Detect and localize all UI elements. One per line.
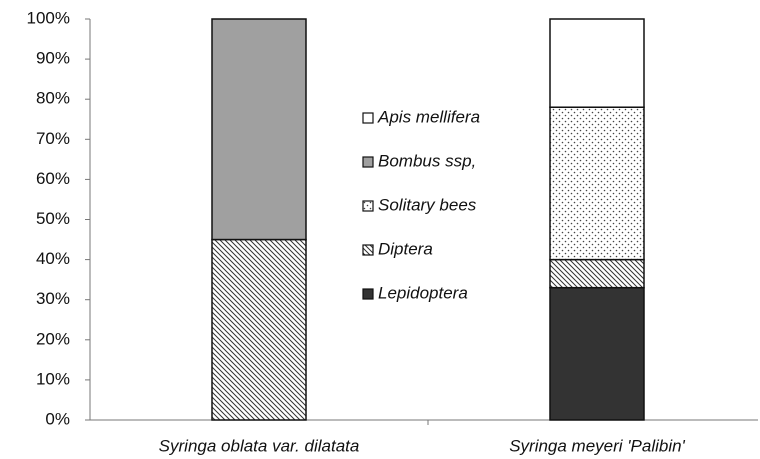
y-tick-label: 10% [36,369,70,388]
bar-segment [211,238,307,421]
legend-label: Bombus ssp, [378,151,476,170]
y-tick-label: 40% [36,249,70,268]
legend-label: Apis mellifera [377,107,480,126]
y-tick-label: 20% [36,329,70,348]
bar-segment [211,18,307,241]
legend-label: Lepidoptera [378,283,468,302]
bar-segment [549,18,645,108]
legend-label: Diptera [378,239,433,258]
bar-segment [549,106,645,261]
legend-swatch [362,288,374,300]
y-tick-label: 90% [36,49,70,68]
bar-segment [549,258,645,289]
legend-swatch [362,200,374,212]
legend-swatch [362,156,374,168]
y-tick-label: 50% [36,209,70,228]
y-tick-label: 0% [45,409,70,428]
legend-swatch [362,112,374,124]
x-tick-label: Syringa meyeri 'Palibin' [509,436,685,455]
x-tick-label: Syringa oblata var. dilatata [159,436,360,455]
y-tick-label: 30% [36,289,70,308]
y-tick-label: 80% [36,89,70,108]
bar-segment [549,286,645,421]
legend-label: Solitary bees [378,195,477,214]
y-tick-label: 60% [36,169,70,188]
y-tick-label: 70% [36,129,70,148]
y-tick-label: 100% [27,8,70,27]
legend-swatch [362,244,374,256]
